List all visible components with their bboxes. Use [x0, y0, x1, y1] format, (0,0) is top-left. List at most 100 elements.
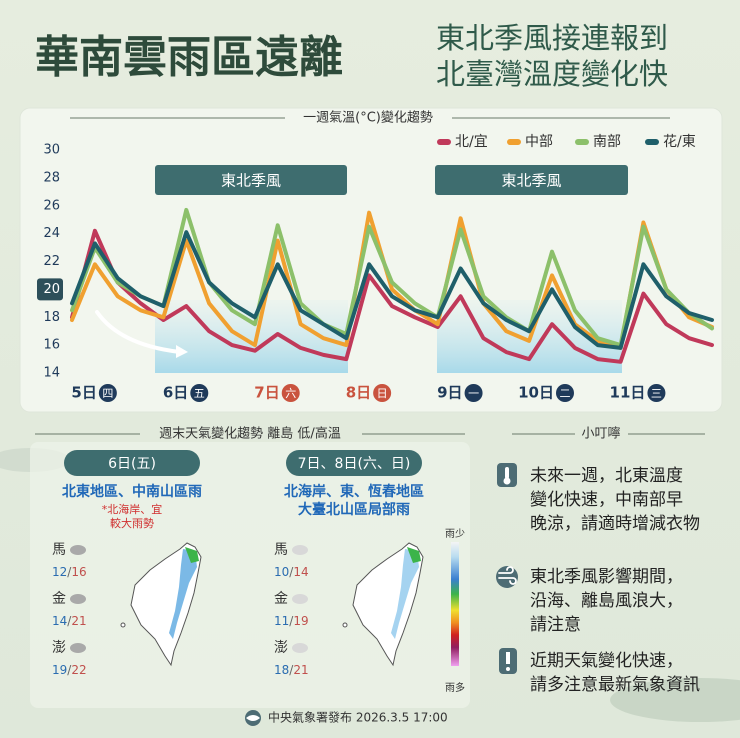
- y-tick-label: 18: [43, 310, 60, 325]
- rain-area: [391, 549, 419, 639]
- series-line: [70, 228, 714, 364]
- cloud-icon: [292, 643, 308, 653]
- high-temp: 16: [71, 565, 86, 579]
- low-temp: 19: [52, 663, 67, 677]
- cwa-logo: [245, 710, 261, 726]
- tips-title: 小叮嚀: [581, 427, 620, 442]
- low-temp: 12: [52, 565, 67, 579]
- x-tick-label: 9日: [437, 384, 462, 402]
- wind-arrow-head: [176, 345, 188, 358]
- tip-line: 近期天氣變化快速，: [530, 651, 683, 671]
- weekday-badge: [556, 384, 574, 402]
- alert-icon: [499, 648, 517, 674]
- panel-note: *北海岸、宜: [102, 502, 163, 516]
- island-temps: 19/22: [52, 663, 87, 677]
- x-tick-label: 5日: [71, 384, 96, 402]
- panel-headline: 大臺北山區局部雨: [298, 501, 410, 518]
- tip-line: 沿海、離島風浪大，: [530, 591, 683, 611]
- legend-swatch: [645, 139, 659, 145]
- tip-line: 請注意: [530, 615, 581, 635]
- weekend-maps: 6日(五)北東地區、中南山區雨*北海岸、宜較大雨勢馬12/16金14/21澎19…: [52, 450, 424, 677]
- series-line: [70, 207, 714, 348]
- high-temp: 14: [293, 565, 308, 579]
- chart-title: 一週氣溫(°C)變化趨勢: [303, 110, 433, 126]
- rain-area: [169, 549, 197, 639]
- footer-text: 中央氣象署發布 2026.3.5 17:00: [268, 710, 448, 725]
- high-temp: 19: [293, 614, 308, 628]
- annotation: 東北季風: [221, 172, 281, 190]
- low-temp: 11: [274, 614, 289, 628]
- legend-swatch: [437, 139, 451, 145]
- annotation-box: [155, 165, 347, 195]
- subtitle-line: 東北季風接連報到: [436, 21, 668, 55]
- tip-line: 請多注意最新氣象資訊: [530, 675, 700, 695]
- annotation: 東北季風: [501, 172, 561, 190]
- line-chart: 14 16 18 20 22 24 26 28 30 東北季風 東北季風 北/宜 中部 南部 花/東 5日四 6…: [37, 134, 714, 402]
- island-name: 金: [52, 591, 66, 607]
- legend-label: 中部: [525, 134, 553, 150]
- temp-separator: /: [289, 565, 294, 579]
- island-temps: 11/19: [274, 614, 309, 628]
- rain-area-heavy: [185, 547, 199, 563]
- y-tick-label: 30: [43, 143, 60, 158]
- low-temp: 10: [274, 565, 289, 579]
- tip-line: 未來一週，北東溫度: [530, 466, 683, 486]
- island-name: 馬: [274, 542, 288, 558]
- taiwan-map: [342, 542, 424, 667]
- temp-separator: /: [289, 614, 294, 628]
- high-temp: 22: [71, 663, 86, 677]
- island-temps: 12/16: [52, 565, 87, 579]
- scale-label: 雨多: [445, 681, 465, 694]
- island: [120, 622, 126, 628]
- island-name: 金: [274, 591, 288, 607]
- weekday-badge: [190, 384, 209, 402]
- annotation-box: [435, 165, 628, 195]
- date-pill: [286, 450, 422, 476]
- weekday-badge: [464, 384, 483, 402]
- temp-separator: /: [67, 663, 72, 677]
- main-title: 華南雲雨區遠離: [35, 32, 343, 83]
- legend-label: 北/宜: [455, 134, 488, 150]
- y-tick-label: 24: [43, 226, 60, 241]
- island-temps: 10/14: [274, 565, 309, 579]
- high-temp: 21: [293, 663, 308, 677]
- tip-line: 變化快速，中南部早: [530, 490, 683, 510]
- weekend-title: 週末天氣變化趨勢 離島 低/高溫: [159, 426, 341, 442]
- island-temps: 18/21: [274, 663, 309, 677]
- mountain-decor: [610, 678, 740, 722]
- y-tick-label: 16: [43, 338, 60, 353]
- temp-separator: /: [289, 663, 294, 677]
- weekday-label: 一: [468, 387, 479, 400]
- island-name: 澎: [52, 640, 66, 656]
- panel-date: 7日、8日(六、日): [298, 456, 411, 472]
- panel-headline: 北東地區、中南山區雨: [62, 483, 202, 500]
- y-tick-label: 22: [43, 254, 60, 269]
- cloud-icon: [70, 643, 86, 653]
- y-tick-label: 26: [43, 198, 60, 213]
- legend-swatch: [575, 139, 589, 145]
- low-temp: 14: [52, 614, 67, 628]
- weekend-panel: [30, 442, 470, 708]
- thermometer-icon: [497, 463, 517, 487]
- island-temps: 14/21: [52, 614, 87, 628]
- date-pill: [64, 450, 200, 476]
- series-line: [70, 210, 714, 350]
- legend-label: 南部: [593, 134, 621, 150]
- cloud-icon: [292, 594, 308, 604]
- wind-arrow: [95, 310, 182, 354]
- weekday-badge: [373, 384, 392, 402]
- tip-line: 東北季風影響期間，: [530, 567, 683, 587]
- x-tick-label: 8日: [346, 384, 371, 402]
- cloud-icon: [70, 594, 86, 604]
- legend-swatch: [507, 139, 521, 145]
- weekday-badge: [647, 384, 666, 402]
- temp-separator: /: [67, 565, 72, 579]
- weekday-badge: [281, 384, 300, 402]
- panel-date: 6日(五): [108, 456, 156, 472]
- weekday-label: 五: [194, 387, 205, 400]
- rain-area-heavy: [407, 547, 421, 563]
- temp-separator: /: [67, 614, 72, 628]
- monsoon-shade: [155, 300, 348, 373]
